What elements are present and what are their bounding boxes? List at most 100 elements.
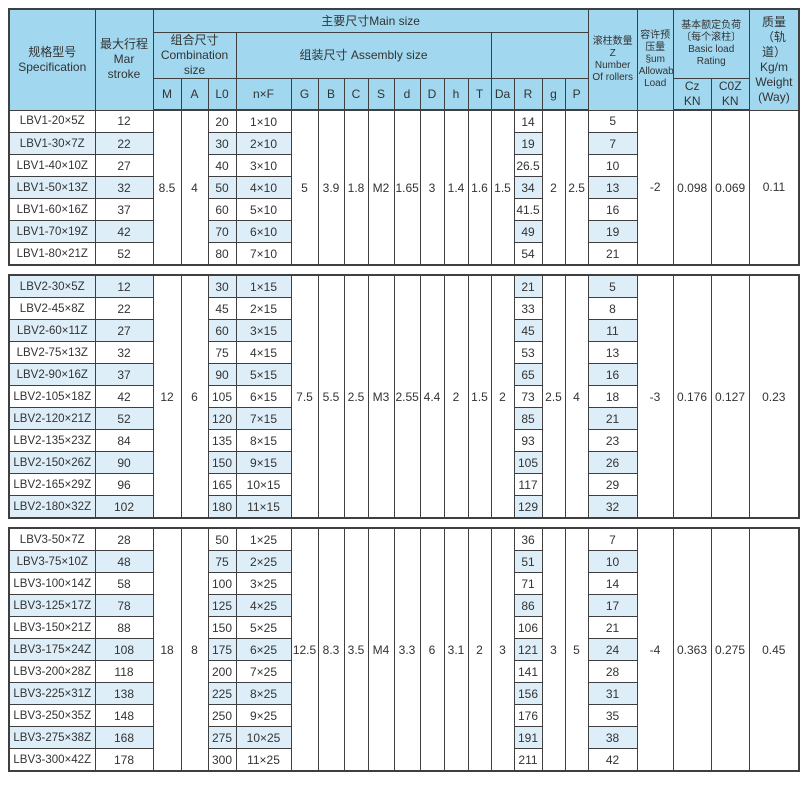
- nxf-cell: 7×10: [235, 242, 292, 266]
- stroke-cell: 48: [94, 550, 154, 573]
- col-Da: Da: [490, 78, 515, 111]
- r-cell: 14: [513, 109, 543, 133]
- shared-A-cell: 4: [180, 109, 209, 266]
- shared-d-cell: 1.65: [393, 109, 421, 266]
- shared-weight-cell: 0.45: [748, 527, 800, 772]
- spec-cell: LBV2-60×11Z: [8, 319, 96, 342]
- r-cell: 106: [513, 616, 543, 639]
- table-row: LBV1-70×19Z 42 70 6×10 49 19: [8, 220, 799, 243]
- col-B: B: [317, 78, 345, 111]
- nxf-cell: 4×25: [235, 594, 292, 617]
- l0-cell: 80: [207, 242, 237, 266]
- col-C0Z: C0Z KN: [710, 78, 750, 111]
- table-row: LBV2-120×21Z 52 120 7×15 85 21: [8, 407, 799, 430]
- shared-preload-cell: -4: [636, 527, 674, 772]
- header-combination-size: 组合尺寸 Combination size: [152, 32, 237, 79]
- r-cell: 21: [513, 274, 543, 298]
- shared-G-cell: 7.5: [290, 274, 319, 519]
- spec-table-lbv3: LBV3-50×7Z 28 18 8 50 1×25 12.5 8.3 3.5 …: [8, 527, 800, 772]
- r-cell: 141: [513, 660, 543, 683]
- z-cell: 29: [587, 473, 638, 496]
- shared-G-cell: 12.5: [290, 527, 319, 772]
- group-lbv1: LBV1-20×5Z 12 8.5 4 20 1×10 5 3.9 1.8 M2…: [8, 109, 800, 266]
- r-cell: 73: [513, 385, 543, 408]
- spec-cell: LBV3-175×24Z: [8, 638, 96, 661]
- group-lbv2: LBV2-30×5Z 12 12 6 30 1×15 7.5 5.5 2.5 M…: [8, 274, 800, 519]
- shared-g-cell: 2: [541, 109, 566, 266]
- shared-g-cell: 2.5: [541, 274, 566, 519]
- nxf-cell: 7×15: [235, 407, 292, 430]
- shared-S-cell: M3: [367, 274, 395, 519]
- l0-cell: 75: [207, 550, 237, 573]
- r-cell: 54: [513, 242, 543, 266]
- z-cell: 14: [587, 572, 638, 595]
- z-cell: 7: [587, 527, 638, 551]
- spec-cell: LBV1-40×10Z: [8, 154, 96, 177]
- spec-cell: LBV3-225×31Z: [8, 682, 96, 705]
- header-number-of-rollers: 滚柱数量 Z Number Of rollers: [587, 8, 638, 111]
- stroke-cell: 78: [94, 594, 154, 617]
- spec-table-lbv2: LBV2-30×5Z 12 12 6 30 1×15 7.5 5.5 2.5 M…: [8, 274, 800, 519]
- shared-S-cell: M2: [367, 109, 395, 266]
- shared-preload-cell: -3: [636, 274, 674, 519]
- table-row: LBV3-100×14Z 58 100 3×25 71 14: [8, 572, 799, 595]
- group-lbv3: LBV3-50×7Z 28 18 8 50 1×25 12.5 8.3 3.5 …: [8, 527, 800, 772]
- spec-cell: LBV1-30×7Z: [8, 132, 96, 155]
- l0-cell: 165: [207, 473, 237, 496]
- r-cell: 36: [513, 527, 543, 551]
- stroke-cell: 32: [94, 341, 154, 364]
- r-cell: 117: [513, 473, 543, 496]
- l0-cell: 150: [207, 616, 237, 639]
- col-g: g: [541, 78, 566, 111]
- col-A: A: [180, 78, 209, 111]
- l0-cell: 60: [207, 198, 237, 221]
- shared-C-cell: 2.5: [343, 274, 369, 519]
- spec-cell: LBV2-90×16Z: [8, 363, 96, 386]
- table-row: LBV1-80×21Z 52 80 7×10 54 21: [8, 242, 799, 266]
- spec-cell: LBV2-30×5Z: [8, 274, 96, 298]
- nxf-cell: 5×25: [235, 616, 292, 639]
- l0-cell: 250: [207, 704, 237, 727]
- r-cell: 33: [513, 297, 543, 320]
- l0-cell: 275: [207, 726, 237, 749]
- stroke-cell: 52: [94, 242, 154, 266]
- stroke-cell: 27: [94, 319, 154, 342]
- l0-cell: 50: [207, 527, 237, 551]
- l0-cell: 120: [207, 407, 237, 430]
- z-cell: 5: [587, 109, 638, 133]
- spec-cell: LBV2-135×23Z: [8, 429, 96, 452]
- shared-preload-cell: -2: [636, 109, 674, 266]
- l0-cell: 50: [207, 176, 237, 199]
- stroke-cell: 52: [94, 407, 154, 430]
- table-row: LBV3-75×10Z 48 75 2×25 51 10: [8, 550, 799, 573]
- shared-D-cell: 6: [419, 527, 445, 772]
- shared-T-cell: 1.6: [467, 109, 492, 266]
- l0-cell: 75: [207, 341, 237, 364]
- r-cell: 121: [513, 638, 543, 661]
- r-cell: 26.5: [513, 154, 543, 177]
- specification-table-page: 规格型号 Specification 最大行程 Mar stroke 主要尺寸M…: [8, 8, 801, 772]
- spec-cell: LBV1-50×13Z: [8, 176, 96, 199]
- stroke-cell: 42: [94, 220, 154, 243]
- z-cell: 21: [587, 407, 638, 430]
- nxf-cell: 5×15: [235, 363, 292, 386]
- table-row: LBV1-40×10Z 27 40 3×10 26.5 10: [8, 154, 799, 177]
- table-row: LBV2-60×11Z 27 60 3×15 45 11: [8, 319, 799, 342]
- stroke-cell: 168: [94, 726, 154, 749]
- shared-P-cell: 5: [564, 527, 589, 772]
- shared-weight-cell: 0.23: [748, 274, 800, 519]
- z-cell: 5: [587, 274, 638, 298]
- table-row: LBV2-180×32Z 102 180 11×15 129 32: [8, 495, 799, 519]
- stroke-cell: 148: [94, 704, 154, 727]
- l0-cell: 30: [207, 274, 237, 298]
- r-cell: 86: [513, 594, 543, 617]
- spec-cell: LBV3-300×42Z: [8, 748, 96, 772]
- z-cell: 38: [587, 726, 638, 749]
- col-M: M: [152, 78, 182, 111]
- shared-D-cell: 4.4: [419, 274, 445, 519]
- z-cell: 32: [587, 495, 638, 519]
- header-main-size: 主要尺寸Main size: [152, 8, 589, 33]
- table-row: LBV3-125×17Z 78 125 4×25 86 17: [8, 594, 799, 617]
- table-row: LBV3-225×31Z 138 225 8×25 156 31: [8, 682, 799, 705]
- nxf-cell: 8×15: [235, 429, 292, 452]
